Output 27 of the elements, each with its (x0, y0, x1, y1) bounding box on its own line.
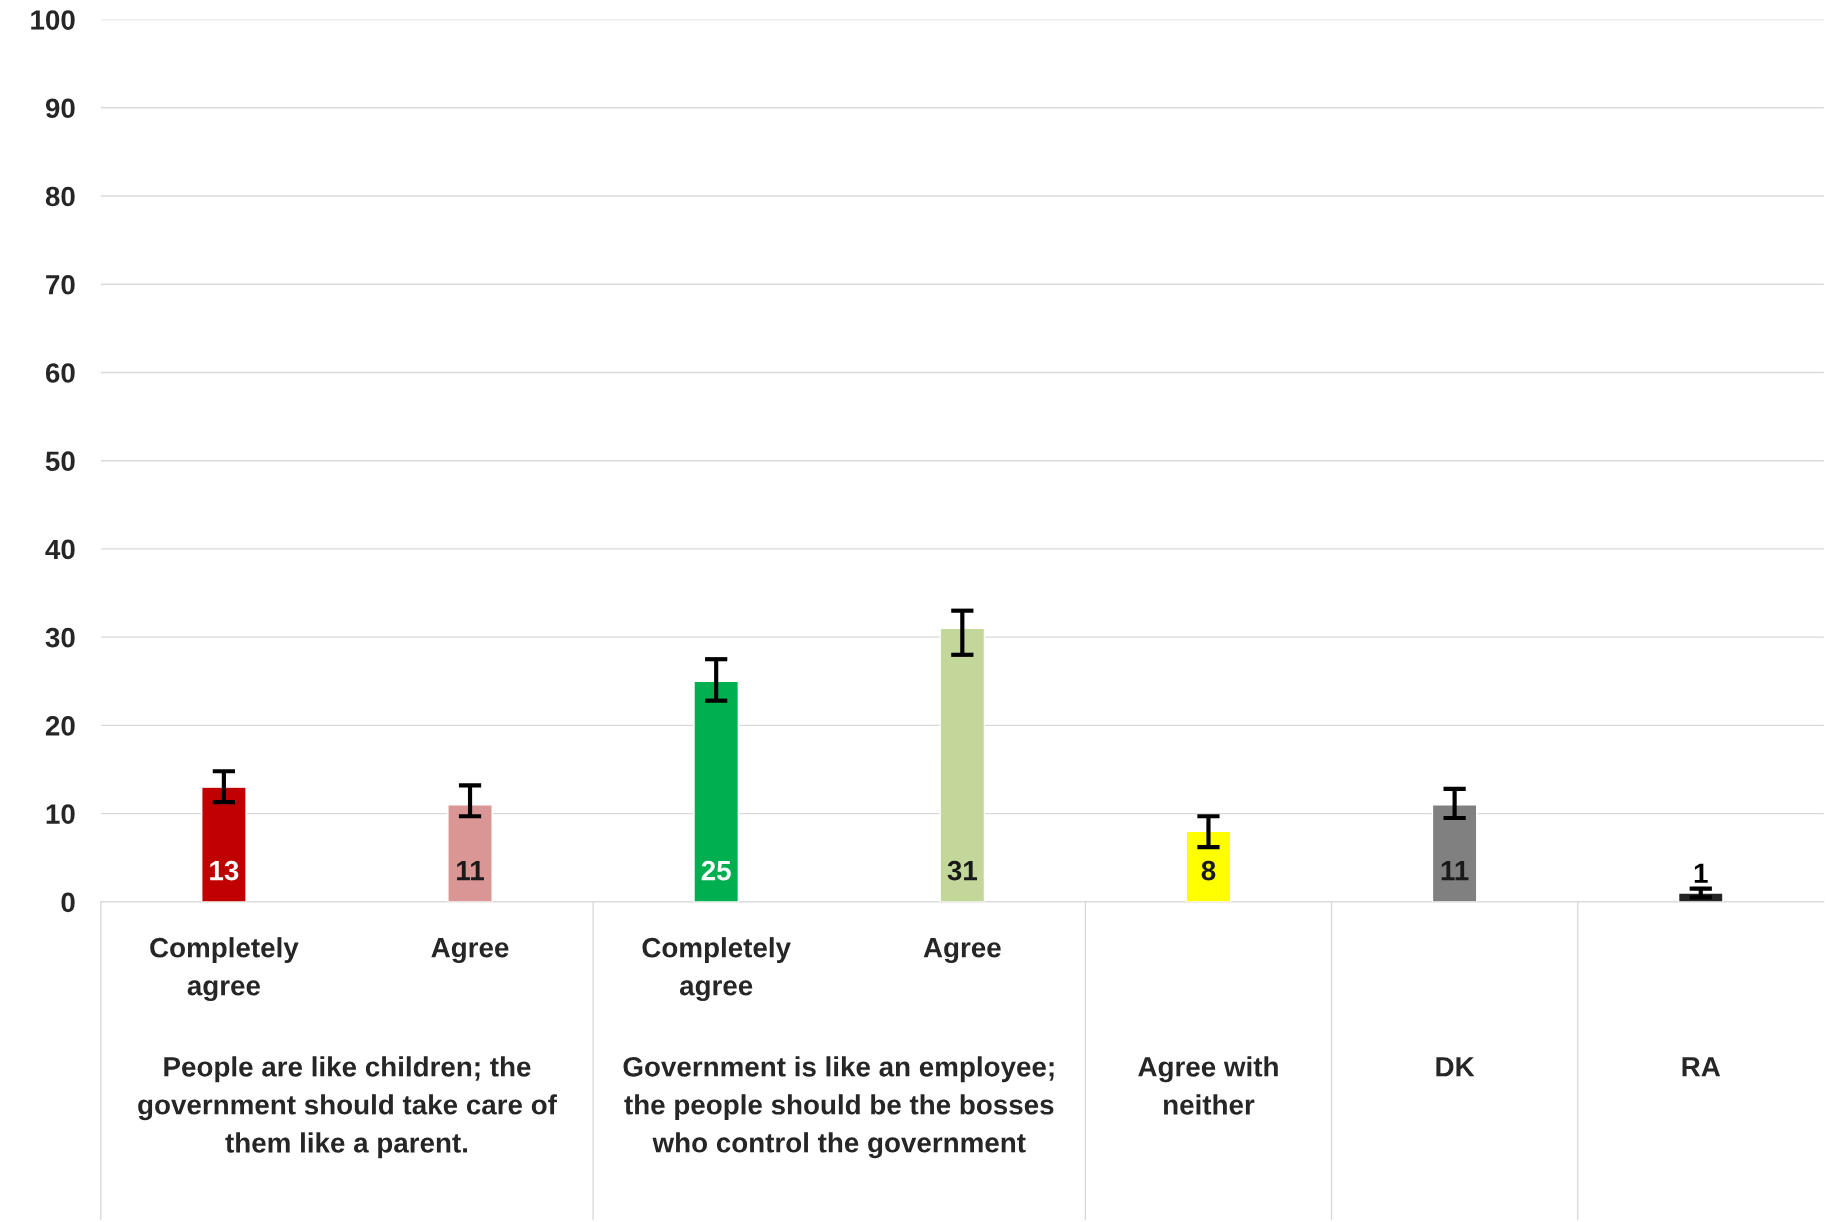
text: Government is like an employee; the people should be the bosses who control the government (623, 1056, 1054, 1159)
y-tick-label: 80 (45, 186, 75, 207)
y-tick-label: 60 (45, 363, 75, 383)
y-tick-label: 20 (45, 716, 75, 736)
data-label: 1 (1694, 863, 1708, 883)
y-tick-label: 50 (45, 451, 75, 472)
y-tick-label: 30 (45, 627, 75, 648)
x-tick-label: Agree with neither (1138, 1056, 1278, 1115)
data-label: 8 (1201, 860, 1216, 881)
data-label: 31 (947, 860, 977, 881)
data-label: 11 (457, 861, 484, 881)
x-tick-label: RA (1682, 1057, 1721, 1077)
x-tick-label: DK (1436, 1057, 1475, 1077)
x-tick-label: Completely agree (642, 937, 791, 1002)
y-tick-label: 70 (46, 274, 75, 295)
y-tick-label: 0 (61, 892, 75, 913)
text: People are like children; the government should take care of them like a parent. (138, 1056, 557, 1159)
x-tick-label: Agree (431, 938, 509, 964)
y-tick-label: 40 (45, 539, 75, 560)
data-label: 13 (210, 860, 239, 881)
x-tick-label: Agree (923, 938, 1001, 964)
y-tick-label: 100 (31, 10, 75, 30)
y-tick-label: 90 (45, 98, 75, 119)
data-label: 11 (1441, 861, 1469, 881)
x-tick-label: Completely agree (150, 937, 299, 1002)
data-label: 25 (701, 860, 731, 881)
y-tick-label: 10 (46, 804, 75, 824)
